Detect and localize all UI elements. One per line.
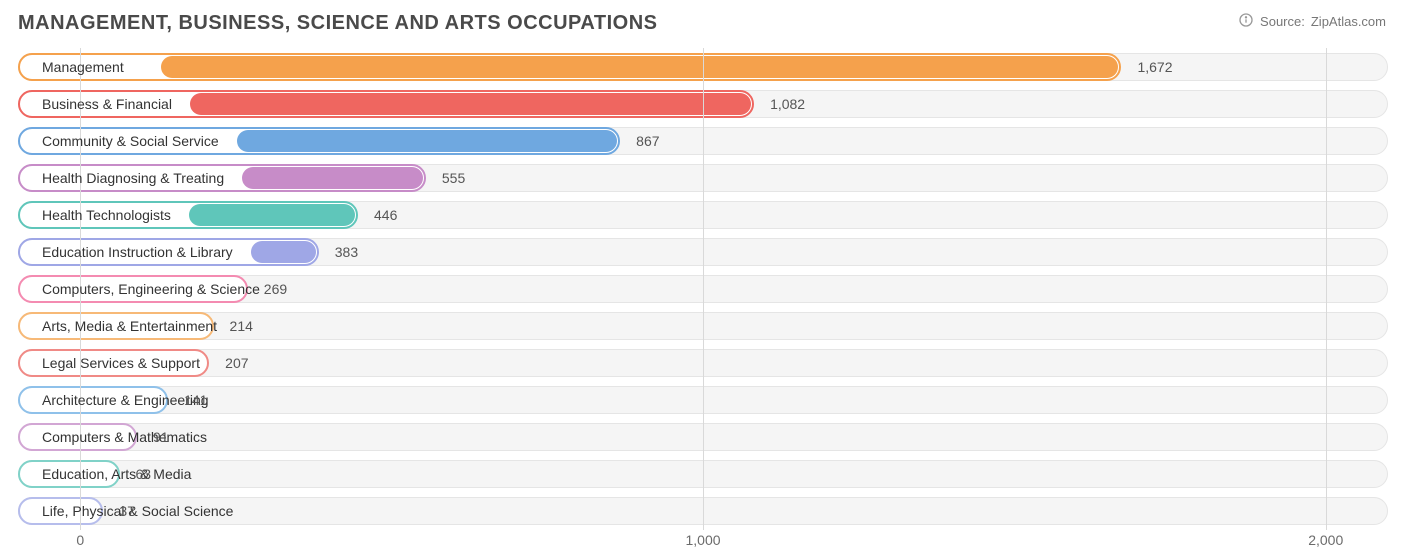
bar-label: Health Technologists [42, 207, 171, 223]
bar-fill [161, 56, 1118, 78]
bar-value: 1,672 [1137, 59, 1172, 75]
bar-value: 383 [335, 244, 358, 260]
bar-label: Education Instruction & Library [42, 244, 233, 260]
x-axis: 0 1,000 2,000 [18, 532, 1388, 552]
bar-label: Computers, Engineering & Science [42, 281, 260, 297]
bar-fill [242, 167, 423, 189]
bar-label: Computers & Mathematics [42, 429, 207, 445]
axis-tick-label: 1,000 [685, 532, 720, 548]
axis-tick-label: 0 [76, 532, 84, 548]
bar-value: 63 [136, 466, 152, 482]
bar-value: 37 [119, 503, 135, 519]
gridline [703, 48, 704, 530]
bar-value: 269 [264, 281, 287, 297]
bar-value: 214 [230, 318, 253, 334]
bar-label: Business & Financial [42, 96, 172, 112]
source-attribution: Source: ZipAtlas.com [1238, 12, 1386, 31]
source-name: ZipAtlas.com [1311, 14, 1386, 29]
bar-value: 91 [153, 429, 169, 445]
bar-label: Community & Social Service [42, 133, 219, 149]
source-label: Source: [1260, 14, 1305, 29]
bar-value: 446 [374, 207, 397, 223]
bar-label: Health Diagnosing & Treating [42, 170, 224, 186]
bar-fill [237, 130, 617, 152]
bar-fill [190, 93, 751, 115]
bar-fill [251, 241, 316, 263]
bar-label: Education, Arts & Media [42, 466, 191, 482]
gridline [1326, 48, 1327, 530]
bar-value: 141 [184, 392, 207, 408]
bar-label: Arts, Media & Entertainment [42, 318, 217, 334]
bar-label: Legal Services & Support [42, 355, 200, 371]
chart-title: MANAGEMENT, BUSINESS, SCIENCE AND ARTS O… [0, 0, 1406, 45]
chart-area: Management 1,672 Business & Financial 1,082… [18, 48, 1388, 530]
bar-label: Management [42, 59, 124, 75]
bar-label: Life, Physical & Social Science [42, 503, 233, 519]
info-icon [1238, 12, 1254, 31]
bar-fill [189, 204, 355, 226]
bar-value: 207 [225, 355, 248, 371]
bar-value: 867 [636, 133, 659, 149]
axis-tick-label: 2,000 [1308, 532, 1343, 548]
bar-value: 1,082 [770, 96, 805, 112]
bar-value: 555 [442, 170, 465, 186]
